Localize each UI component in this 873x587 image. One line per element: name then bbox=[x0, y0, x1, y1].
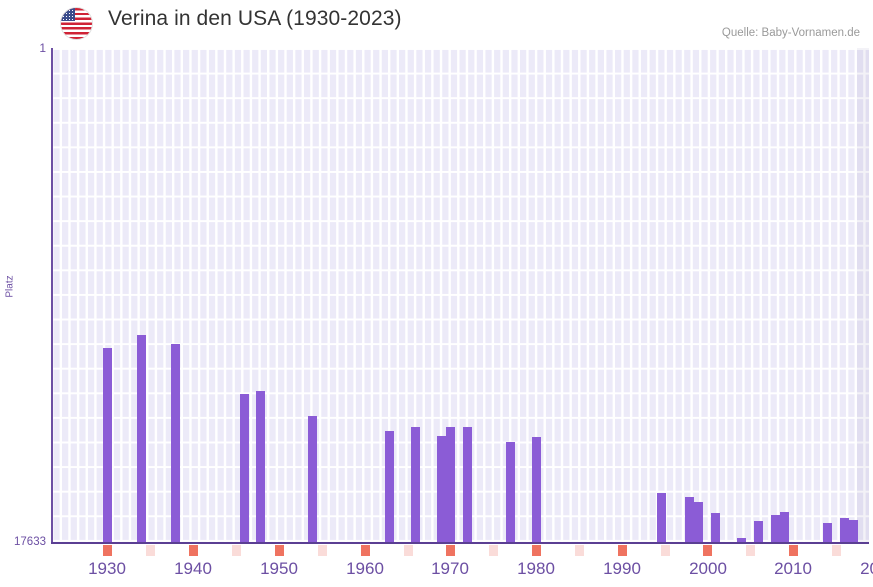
x-axis-line bbox=[51, 542, 869, 544]
bar-1947[interactable] bbox=[256, 391, 265, 543]
bar-1997[interactable] bbox=[657, 493, 666, 543]
tick-marker-1930 bbox=[103, 545, 112, 556]
tick-marker-1970 bbox=[446, 545, 455, 556]
tick-marker-1980 bbox=[532, 545, 541, 556]
bar-2001[interactable] bbox=[694, 502, 703, 543]
grid-lines bbox=[51, 48, 869, 543]
bar-1953[interactable] bbox=[308, 416, 317, 543]
bar-2011[interactable] bbox=[780, 512, 789, 543]
bar-1972[interactable] bbox=[463, 427, 472, 543]
tick-marker-2005 bbox=[746, 545, 755, 556]
page-title: Verina in den USA (1930-2023) bbox=[108, 7, 402, 30]
bar-2000[interactable] bbox=[685, 497, 694, 543]
tick-marker-1985 bbox=[575, 545, 584, 556]
tick-marker-1995 bbox=[661, 545, 670, 556]
bar-1946[interactable] bbox=[239, 394, 249, 543]
x-tick-label-1930: 1930 bbox=[88, 559, 126, 578]
x-tick-label-1950: 1950 bbox=[260, 559, 298, 578]
tick-marker-1975 bbox=[489, 545, 498, 556]
bar-2006[interactable] bbox=[737, 538, 746, 543]
tick-marker-1965 bbox=[404, 545, 413, 556]
y-axis-line bbox=[51, 48, 53, 543]
plot-area bbox=[51, 48, 869, 543]
bar-2019[interactable] bbox=[849, 520, 858, 543]
x-tick-label-1970: 1970 bbox=[431, 559, 469, 578]
x-tick-label-2020: 2020 bbox=[860, 559, 873, 578]
bar-2016[interactable] bbox=[823, 523, 832, 543]
bar-1937[interactable] bbox=[171, 344, 180, 543]
x-tick-label-1980: 1980 bbox=[517, 559, 555, 578]
tick-marker-1990 bbox=[618, 545, 627, 556]
bar-1969[interactable] bbox=[437, 436, 446, 543]
y-axis-tick-top: 1 bbox=[39, 41, 46, 55]
x-tick-label-1960: 1960 bbox=[346, 559, 384, 578]
tick-marker-2010 bbox=[789, 545, 798, 556]
flag-canton bbox=[61, 8, 75, 21]
bar-2003[interactable] bbox=[711, 513, 720, 543]
source-attribution: Quelle: Baby-Vornamen.de bbox=[721, 27, 860, 39]
bar-1963[interactable] bbox=[385, 431, 394, 543]
tick-marker-1955 bbox=[318, 545, 327, 556]
bar-1978[interactable] bbox=[506, 442, 515, 543]
tick-marker-1950 bbox=[275, 545, 284, 556]
bar-2010[interactable] bbox=[771, 515, 780, 543]
bar-1970[interactable] bbox=[446, 427, 455, 543]
x-tick-label-2000: 2000 bbox=[689, 559, 727, 578]
bar-1933[interactable] bbox=[136, 335, 146, 543]
bar-1966[interactable] bbox=[411, 427, 420, 543]
chart-header: Verina in den USA (1930-2023) Quelle: Ba… bbox=[0, 0, 873, 46]
x-tick-label-1940: 1940 bbox=[174, 559, 212, 578]
y-axis-title: Platz bbox=[4, 275, 16, 298]
x-tick-label-1990: 1990 bbox=[603, 559, 641, 578]
tick-marker-2015 bbox=[832, 545, 841, 556]
tick-marker-1935 bbox=[146, 545, 155, 556]
x-tick-label-2010: 2010 bbox=[774, 559, 812, 578]
bar-2008[interactable] bbox=[754, 521, 763, 543]
bar-1980[interactable] bbox=[532, 437, 541, 543]
tick-marker-1945 bbox=[232, 545, 241, 556]
us-flag-icon bbox=[61, 8, 92, 39]
tick-marker-1940 bbox=[189, 545, 198, 556]
bar-1930[interactable] bbox=[103, 348, 112, 543]
y-axis-tick-bottom: 17633 bbox=[14, 536, 46, 548]
tick-marker-2000 bbox=[703, 545, 712, 556]
tick-marker-1960 bbox=[361, 545, 370, 556]
bar-2018[interactable] bbox=[840, 518, 849, 543]
